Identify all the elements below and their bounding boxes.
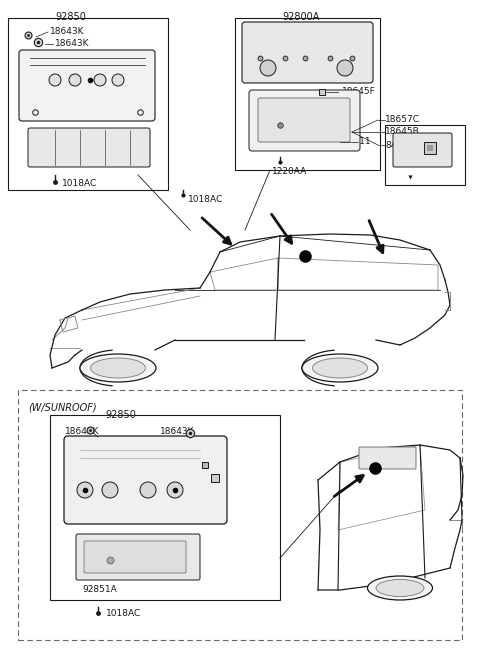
Text: 1018AC: 1018AC	[62, 178, 97, 188]
FancyBboxPatch shape	[242, 22, 373, 83]
Text: 92850: 92850	[105, 410, 136, 420]
Bar	[235, 18, 380, 170]
FancyBboxPatch shape	[249, 90, 360, 151]
Circle shape	[94, 74, 106, 86]
FancyBboxPatch shape	[64, 436, 227, 524]
Text: 92800A: 92800A	[282, 12, 319, 22]
Text: 1018AC: 1018AC	[106, 609, 141, 619]
Ellipse shape	[91, 358, 145, 378]
Text: 18645F: 18645F	[342, 87, 376, 96]
Circle shape	[167, 482, 183, 498]
Bar	[18, 390, 462, 640]
Text: 92850: 92850	[55, 12, 86, 22]
Ellipse shape	[312, 358, 368, 378]
Circle shape	[337, 60, 353, 76]
Text: 1220AA: 1220AA	[272, 167, 307, 176]
FancyBboxPatch shape	[19, 50, 155, 121]
Ellipse shape	[368, 576, 432, 600]
Circle shape	[69, 74, 81, 86]
Circle shape	[140, 482, 156, 498]
FancyBboxPatch shape	[359, 447, 416, 469]
Text: 84745D: 84745D	[385, 140, 420, 150]
FancyBboxPatch shape	[84, 541, 186, 573]
Bar	[385, 125, 465, 185]
Text: 92811: 92811	[342, 138, 371, 146]
Text: 18645B: 18645B	[385, 127, 420, 136]
Text: 18643K: 18643K	[50, 28, 84, 37]
Text: 92851A: 92851A	[82, 586, 117, 594]
Ellipse shape	[376, 579, 424, 596]
Text: 18643K: 18643K	[65, 428, 99, 436]
Text: 18643K: 18643K	[55, 39, 89, 49]
Circle shape	[260, 60, 276, 76]
Circle shape	[102, 482, 118, 498]
FancyBboxPatch shape	[76, 534, 200, 580]
FancyBboxPatch shape	[28, 128, 150, 167]
Ellipse shape	[302, 354, 378, 382]
Circle shape	[77, 482, 93, 498]
Text: 1018AC: 1018AC	[188, 195, 223, 205]
Text: (W/SUNROOF): (W/SUNROOF)	[28, 402, 96, 412]
Circle shape	[49, 74, 61, 86]
FancyBboxPatch shape	[258, 98, 350, 142]
FancyBboxPatch shape	[393, 133, 452, 167]
Circle shape	[112, 74, 124, 86]
Text: 18657C: 18657C	[385, 115, 420, 125]
Bar	[50, 415, 280, 600]
Text: 92800V: 92800V	[318, 144, 353, 152]
Bar	[8, 18, 168, 190]
Ellipse shape	[80, 354, 156, 382]
Text: 18643K: 18643K	[160, 428, 194, 436]
